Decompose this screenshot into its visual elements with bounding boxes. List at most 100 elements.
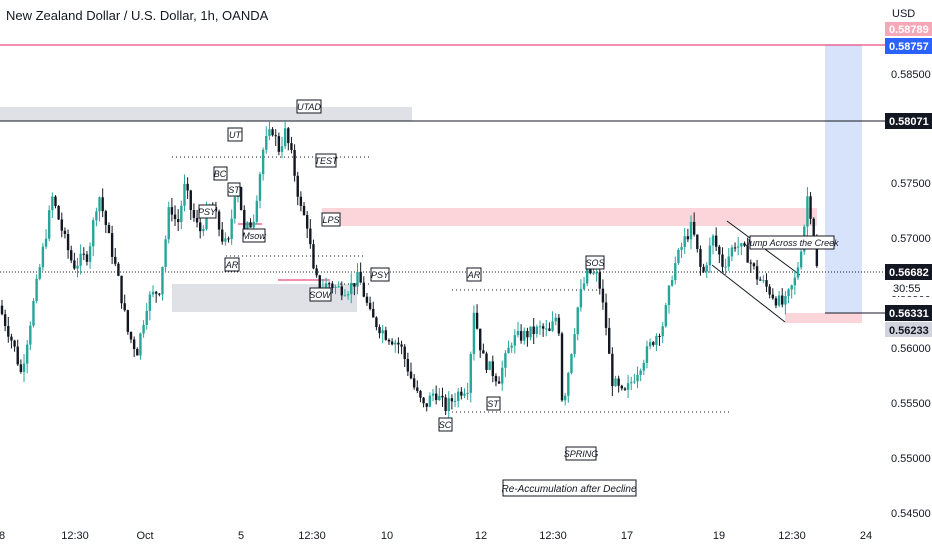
candle-body <box>523 330 526 341</box>
candle-body <box>0 305 4 315</box>
tag-test: TEST <box>314 156 339 166</box>
candle-body <box>63 230 67 234</box>
candle-body <box>384 330 388 340</box>
x-tick-label: 12 <box>475 530 487 542</box>
candle-body <box>164 239 167 267</box>
candle-body <box>173 214 177 220</box>
candle-body <box>714 235 718 247</box>
candle-body <box>472 312 476 354</box>
candle-body <box>428 395 432 407</box>
candle-body <box>501 367 504 384</box>
price-badge-stop-alt: 0.56233 <box>889 325 929 337</box>
candle-body <box>453 400 457 402</box>
candle-body <box>387 339 391 342</box>
candle-body <box>274 135 277 137</box>
candle-body <box>154 291 158 294</box>
candle-body <box>617 378 620 386</box>
candle-body <box>762 280 765 282</box>
candle-body <box>438 395 441 401</box>
candle-body <box>57 206 60 220</box>
candle-body <box>812 218 815 240</box>
candle-body <box>170 207 174 215</box>
candle-body <box>708 245 712 266</box>
candle-body <box>29 325 32 345</box>
candle-body <box>365 296 369 303</box>
x-tick-label: 10 <box>381 530 393 542</box>
candle-body <box>98 197 101 212</box>
tag-bc: BC <box>214 169 227 179</box>
tag-ar-upper: AR <box>225 260 239 270</box>
x-tick-label: 24 <box>860 530 872 542</box>
candle-body <box>85 254 89 262</box>
candle-body <box>479 328 482 351</box>
candle-body <box>692 221 696 235</box>
candle-body <box>359 271 362 283</box>
candle-body <box>287 128 290 144</box>
candle-body <box>579 288 583 308</box>
candle-body <box>541 326 545 329</box>
candle-body <box>466 392 469 394</box>
candle-body <box>136 349 139 356</box>
channel-lower-line <box>711 264 786 323</box>
utad-supply-zone <box>0 107 412 121</box>
candle-body <box>13 340 16 347</box>
tag-reaccumulation: Re-Accumulation after Decline <box>501 484 636 495</box>
tag-spring: SPRING <box>564 449 599 459</box>
candle-body <box>296 175 299 197</box>
candle-body <box>601 288 605 303</box>
candle-body <box>425 403 428 407</box>
candle-body <box>82 253 85 255</box>
candle-body <box>416 387 419 391</box>
y-tick-label: 0.54500 <box>891 508 931 520</box>
candle-body <box>567 372 570 396</box>
candle-body <box>633 381 636 383</box>
candle-body <box>582 283 586 289</box>
candle-body <box>230 218 233 240</box>
candle-body <box>721 254 724 267</box>
candle-body <box>608 327 611 354</box>
annotation-tags: UTAD UT TEST BC ST PSY Msow AR LPS SOW P… <box>198 99 839 497</box>
candle-body <box>60 219 63 231</box>
candle-body <box>422 397 425 404</box>
candle-body <box>195 217 199 223</box>
time-axis[interactable]: 8 12:30 Oct 5 12:30 10 12 12:30 17 19 12… <box>0 530 872 542</box>
candle-body <box>331 283 334 289</box>
candle-body <box>598 272 601 289</box>
candle-body <box>22 363 26 372</box>
candle-body <box>92 220 95 247</box>
x-tick-label: 12:30 <box>778 530 806 542</box>
candle-body <box>110 233 114 257</box>
candle-body <box>47 210 51 239</box>
candle-body <box>658 335 661 337</box>
tag-sow: SOW <box>309 290 332 300</box>
candle-body <box>315 268 318 276</box>
candle-body <box>255 200 259 222</box>
x-tick-label: 8 <box>0 530 5 542</box>
candle-body <box>221 229 224 242</box>
candle-body <box>189 190 192 211</box>
candle-body <box>570 354 573 373</box>
candle-body <box>117 263 120 276</box>
candle-body <box>419 390 422 398</box>
candle-body <box>277 136 281 152</box>
candle-body <box>142 324 145 334</box>
candle-body <box>76 265 79 269</box>
candle-body <box>73 260 76 269</box>
candle-body <box>806 196 809 227</box>
candle-body <box>460 391 463 396</box>
candle-body <box>309 228 312 245</box>
candle-body <box>655 335 658 345</box>
countdown-label: 30:55 <box>893 283 921 295</box>
candle-body <box>777 295 781 306</box>
candle-body <box>199 222 202 232</box>
candle-body <box>334 286 337 289</box>
candle-body <box>563 395 567 401</box>
price-axis[interactable]: 0.58500 0.57500 0.57000 0.56500 0.56000 … <box>885 22 932 520</box>
candle-body <box>340 286 343 296</box>
candle-body <box>70 250 73 261</box>
tag-psy-mid: PSY <box>371 270 390 280</box>
chart-title: New Zealand Dollar / U.S. Dollar, 1h, OA… <box>6 8 269 23</box>
candle-body <box>372 308 375 318</box>
candle-body <box>305 214 309 229</box>
